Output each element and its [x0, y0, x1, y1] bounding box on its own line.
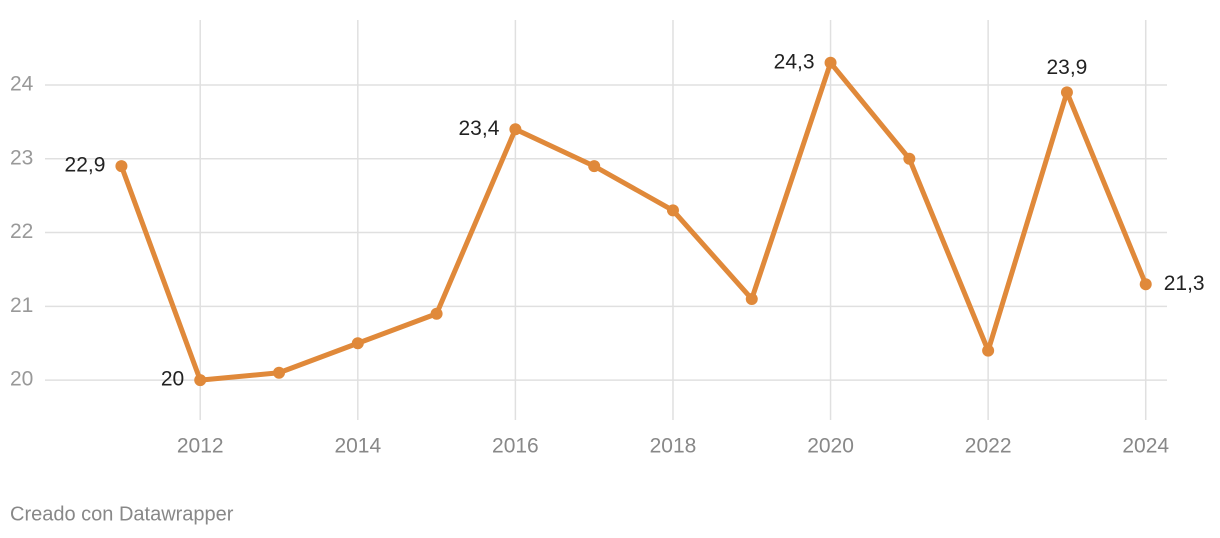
value-label: 20: [161, 368, 184, 391]
point: [115, 160, 128, 173]
footer: Creado con Datawrapper: [10, 503, 234, 525]
point: [430, 307, 443, 320]
x-tick-label: 2014: [334, 435, 381, 458]
value-label: 23,4: [459, 117, 500, 140]
x-tick-label: 2018: [650, 435, 697, 458]
x-tick-label: 2016: [492, 435, 539, 458]
value-label: 23,9: [1046, 56, 1087, 79]
point: [273, 366, 286, 379]
point: [824, 56, 837, 69]
y-tick-label: 23: [10, 146, 33, 169]
point: [351, 337, 364, 350]
point: [666, 204, 679, 217]
point: [509, 123, 522, 136]
line: [119, 60, 1149, 383]
value-label: 24,3: [774, 50, 815, 73]
y-tick-label: 22: [10, 220, 33, 243]
point: [745, 292, 758, 305]
y-tick-label: 21: [10, 294, 33, 317]
y-tick-label: 20: [10, 368, 33, 391]
x-tick-label: 2024: [1122, 435, 1169, 458]
x-tick-label: 2020: [807, 435, 854, 458]
x-tick-label: 2012: [177, 435, 224, 458]
x-tick-label: 2022: [965, 435, 1012, 458]
point: [903, 152, 916, 165]
point: [982, 344, 995, 357]
point: [1139, 278, 1152, 291]
value-label: 21,3: [1164, 272, 1205, 295]
point: [1060, 86, 1073, 99]
value-label: 22,9: [65, 154, 106, 177]
y-tick-label: 24: [10, 72, 34, 95]
point: [588, 160, 601, 173]
point: [194, 374, 207, 387]
